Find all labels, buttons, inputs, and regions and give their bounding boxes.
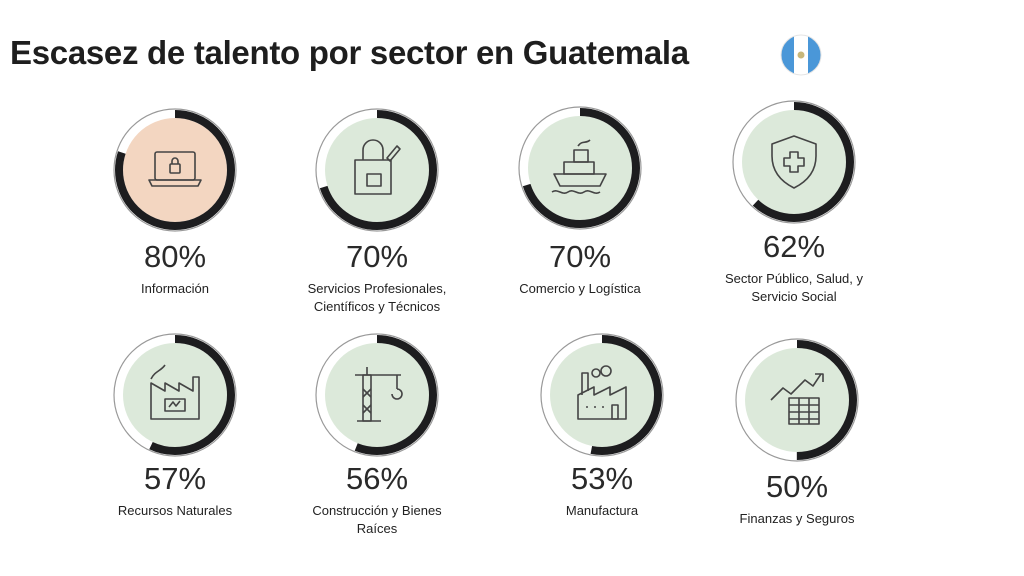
sector-item: 56% Construcción y Bienes Raíces: [277, 333, 477, 538]
value-arc: [317, 335, 437, 455]
sector-label: Servicios Profesionales, Científicos y T…: [307, 281, 447, 314]
sector-label: Comercio y Logística: [519, 281, 641, 296]
factory-battery-icon: [150, 364, 200, 420]
shield-cross-icon: [771, 135, 817, 189]
ring-fill: [123, 118, 227, 222]
donut-ring: [735, 338, 859, 462]
chart-table-icon: [770, 373, 824, 425]
bag-pen-icon: [354, 139, 401, 195]
ring-fill: [325, 343, 429, 447]
percent-value: 53%: [570, 461, 634, 496]
sector-label: Sector Público, Salud, y Servicio Social: [724, 271, 864, 304]
percent-value: 57%: [143, 461, 207, 496]
value-arc: [520, 108, 640, 228]
sector-item: 62% Sector Público, Salud, y Servicio So…: [694, 100, 894, 306]
factory-icon: [577, 365, 627, 420]
ship-icon: [551, 139, 607, 194]
value-arc: [317, 110, 437, 230]
percent-value: 70%: [548, 239, 612, 274]
value-arc: [115, 335, 235, 455]
value-arc: [115, 110, 235, 230]
sector-item: 70% Servicios Profesionales, Científicos…: [277, 108, 477, 316]
donut-ring: [518, 106, 642, 230]
ring-fill: [742, 110, 846, 214]
percent-value: 56%: [345, 461, 409, 496]
donut-ring: [315, 333, 439, 457]
donut-ring: [113, 333, 237, 457]
sector-label: Recursos Naturales: [117, 503, 233, 518]
ring-fill: [550, 343, 654, 447]
sector-item: 57% Recursos Naturales: [75, 333, 275, 520]
sector-label: Manufactura: [565, 503, 639, 518]
ring-fill: [123, 343, 227, 447]
sector-item: 50% Finanzas y Seguros: [697, 338, 897, 528]
guatemala-flag-icon: [780, 34, 822, 76]
sector-item: 80% Información: [75, 108, 275, 298]
crane-icon: [355, 367, 403, 422]
sector-item: 70% Comercio y Logística: [480, 106, 680, 298]
sector-item: 53% Manufactura: [502, 333, 702, 520]
sector-label: Información: [141, 281, 209, 296]
value-arc: [542, 335, 662, 455]
donut-ring: [540, 333, 664, 457]
donut-ring: [732, 100, 856, 224]
percent-value: 62%: [762, 229, 826, 264]
sector-label: Finanzas y Seguros: [739, 511, 855, 526]
value-arc: [734, 102, 854, 222]
donut-ring: [315, 108, 439, 232]
ring-fill: [325, 118, 429, 222]
laptop-lock-icon: [148, 151, 202, 187]
sector-label: Construcción y Bienes Raíces: [312, 503, 442, 536]
ring-fill: [528, 116, 632, 220]
ring-fill: [745, 348, 849, 452]
percent-value: 70%: [345, 239, 409, 274]
page-title: Escasez de talento por sector en Guatema…: [10, 34, 689, 71]
percent-value: 80%: [143, 239, 207, 274]
percent-value: 50%: [765, 469, 829, 504]
donut-ring: [113, 108, 237, 232]
value-arc: [737, 340, 857, 460]
